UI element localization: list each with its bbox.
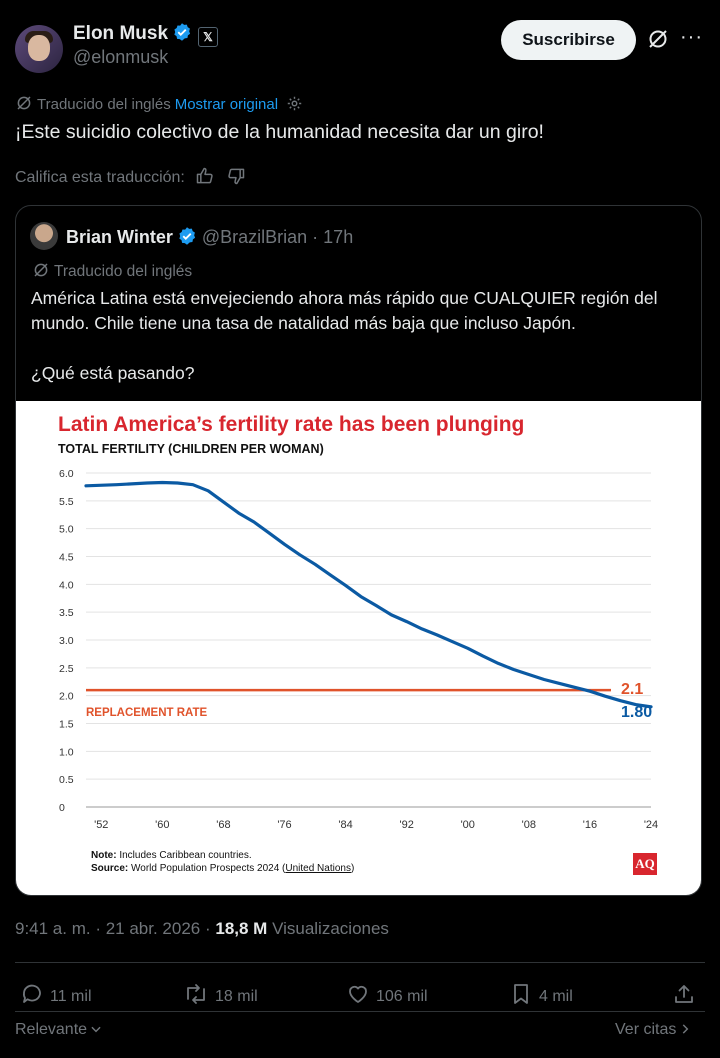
source-end: ) [350,863,355,874]
y-tick-label: 2.5 [59,663,74,675]
x-affiliation-icon: 𝕏 [198,27,219,47]
y-tick-label: 3.5 [59,607,74,619]
author-handle[interactable]: @elonmusk [73,47,169,67]
bookmark-count: 4 mil [539,988,573,1005]
y-tick-label: 6.0 [59,468,74,480]
translation-label: Traducido del inglés [37,96,171,113]
more-options-icon[interactable]: ··· [680,26,703,48]
verified-badge-icon [174,23,191,41]
view-quotes-link[interactable]: Ver citas [615,1021,692,1039]
settings-gear-icon[interactable] [286,95,303,112]
x-tick-label: '00 [461,819,475,831]
view-quotes-label: Ver citas [615,1021,677,1038]
y-tick-label: 5.5 [59,496,74,508]
fertility-line-chart: 6.0 5.5 5.0 4.5 4.0 3.5 3.0 2.5 2.0 1.5 1.0 0.5 0 '52… [59,468,658,831]
grok-icon[interactable] [646,27,670,51]
thumbs-down-icon[interactable] [226,166,246,186]
bookmark-icon [514,984,528,1004]
relevant-label: Relevante [15,1021,88,1038]
repost-icon [187,984,205,1004]
y-tick-label: 1.0 [59,746,74,758]
reply-icon [22,984,41,1003]
views-label: Visualizaciones [267,919,389,938]
x-tick-label: '08 [522,819,536,831]
quote-author-row: Brian Winter @BrazilBrian · 17h [66,226,353,248]
chart-notes: Note: Includes Caribbean countries. Sour… [91,849,354,875]
chart-image[interactable]: Latin America’s fertility rate has been … [16,401,701,895]
heart-icon [349,985,367,1003]
reply-button[interactable]: 11 mil [20,982,92,1006]
reply-count: 11 mil [50,988,92,1005]
thumbs-up-icon[interactable] [195,166,215,186]
replacement-rate-value: 2.1 [621,681,643,698]
quote-author-avatar[interactable] [30,222,58,250]
quote-verified-badge-icon [179,227,195,245]
y-tick-label: 1.5 [59,719,74,731]
y-tick-label: 3.0 [59,635,74,647]
note-label: Note: [91,850,117,861]
like-button[interactable]: 106 mil [346,982,428,1006]
quote-text: América Latina está envejeciendo ahora m… [31,288,658,383]
quote-translation-label: Traducido del inglés [54,263,193,280]
chevron-down-icon [91,1026,101,1033]
note-text: Includes Caribbean countries. [119,850,252,861]
tweet-text: ¡Este suicidio colectivo de la humanidad… [15,121,544,143]
y-tick-label: 4.5 [59,552,74,564]
chart-y-label: TOTAL FERTILITY (CHILDREN PER WOMAN) [58,442,324,456]
views-count: 18,8 M [215,919,268,938]
sort-relevant-dropdown[interactable]: Relevante [15,1021,103,1039]
y-tick-label: 2.0 [59,691,74,703]
quote-translation-notice: Traducido del inglés [32,261,192,281]
x-tick-label: '24 [644,819,658,831]
repost-count: 18 mil [215,988,258,1005]
rate-translation-label: Califica esta traducción: [15,169,185,186]
tweet-date[interactable]: · 21 abr. 2026 · [90,919,216,938]
share-icon [675,985,693,1003]
chart-title: Latin America’s fertility rate has been … [58,413,525,436]
chevron-right-icon [683,1024,689,1034]
x-tick-label: '76 [277,819,291,831]
translation-notice: Traducido del inglés Mostrar original [15,94,307,113]
author-name-row[interactable]: Elon Musk 𝕏 [73,22,219,47]
rate-translation: Califica esta traducción: [15,166,246,187]
tweet-timestamp[interactable]: 9:41 a. m. · 21 abr. 2026 · 18,8 M Visua… [15,919,389,939]
quote-author-handle: @BrazilBrian · 17h [201,227,354,247]
repost-button[interactable]: 18 mil [183,982,258,1006]
source-link: United Nations [285,863,351,874]
x-tick-label: '68 [216,819,230,831]
quote-translate-icon [34,263,48,277]
x-tick-label: '16 [583,819,597,831]
x-tick-label: '92 [400,819,414,831]
quoted-tweet[interactable]: Brian Winter @BrazilBrian · 17h Traducid… [15,205,702,896]
author-avatar[interactable] [15,25,63,73]
share-button[interactable] [672,982,702,1006]
x-tick-label: '60 [155,819,169,831]
translate-icon [17,96,31,110]
bookmark-button[interactable]: 4 mil [509,982,573,1006]
y-tick-label: 4.0 [59,579,74,591]
divider [15,1011,705,1012]
replacement-rate-label: REPLACEMENT RATE [86,707,208,719]
y-tick-label: 0 [59,802,65,814]
x-tick-label: '52 [94,819,108,831]
tweet-time[interactable]: 9:41 a. m. [15,919,91,938]
source-label: Source: [91,863,129,874]
y-tick-label: 0.5 [59,774,74,786]
quote-author-name: Brian Winter [66,227,173,247]
y-tick-label: 5.0 [59,524,74,536]
divider [15,962,705,963]
x-tick-label: '84 [338,819,352,831]
end-value-label: 1.80 [621,704,652,721]
like-count: 106 mil [376,988,428,1005]
author-name[interactable]: Elon Musk [73,23,169,44]
source-text: World Population Prospects 2024 ( [131,863,286,874]
aq-logo: AQ [633,853,657,875]
fertility-series-line [84,480,653,709]
subscribe-button[interactable]: Suscribirse [501,20,636,60]
show-original-link[interactable]: Mostrar original [174,96,279,113]
